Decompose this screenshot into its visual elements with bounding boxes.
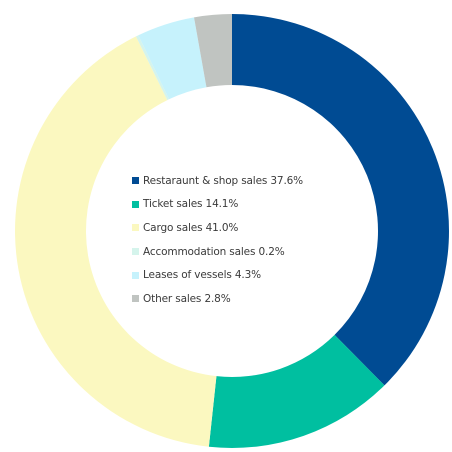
legend-swatch bbox=[132, 224, 139, 232]
slice-accommodation-sales bbox=[135, 35, 170, 101]
chart-legend: Restaraunt & shop sales 37.6% Ticket sale… bbox=[132, 169, 303, 311]
legend-swatch bbox=[132, 295, 139, 303]
slice-ticket-sales bbox=[208, 334, 385, 448]
legend-swatch bbox=[132, 177, 139, 185]
legend-item-ticket-sales: Ticket sales 14.1% bbox=[132, 193, 303, 217]
legend-label: Cargo sales 41.0% bbox=[143, 221, 239, 234]
legend-item-leases-of-vessels: Leases of vessels 4.3% bbox=[132, 263, 303, 287]
slice-cargo-sales bbox=[14, 36, 217, 447]
legend-label: Restaraunt & shop sales 37.6% bbox=[143, 174, 303, 187]
legend-item-restaraunt-and-shop-sales: Restaraunt & shop sales 37.6% bbox=[132, 169, 303, 193]
slice-leases-of-vessels bbox=[138, 17, 207, 100]
legend-label: Ticket sales 14.1% bbox=[143, 198, 239, 211]
slice-restaraunt-and-shop-sales bbox=[232, 14, 450, 386]
legend-label: Leases of vessels 4.3% bbox=[143, 269, 261, 282]
legend-label: Accommodation sales 0.2% bbox=[143, 245, 285, 258]
legend-label: Other sales 2.8% bbox=[143, 292, 231, 305]
legend-swatch bbox=[132, 248, 139, 256]
legend-swatch bbox=[132, 200, 139, 208]
slice-other-sales bbox=[194, 14, 232, 88]
legend-item-accommodation-sales: Accommodation sales 0.2% bbox=[132, 240, 303, 264]
legend-swatch bbox=[132, 271, 139, 279]
legend-item-cargo-sales: Cargo sales 41.0% bbox=[132, 216, 303, 240]
legend-item-other-sales: Other sales 2.8% bbox=[132, 287, 303, 311]
